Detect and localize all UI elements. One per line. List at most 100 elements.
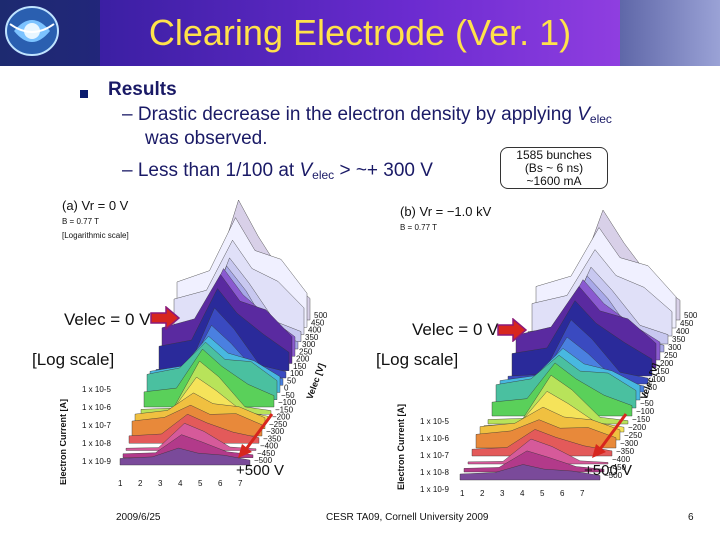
panel-label: (b) Vr = −1.0 kV [400,204,492,219]
bullet-line-2: – Less than 1/100 at Velec > ~+ 300 V [122,160,433,182]
waterfall-slice [125,423,257,451]
title-band [100,0,620,66]
z-tick-label: 150 [656,367,670,376]
bullet-2-var: V [299,160,313,181]
z-tick-label: −500 [604,471,623,480]
right-arrow-icon [150,306,180,330]
kek-logo-icon [5,6,59,56]
z-tick-label: 200 [296,355,310,364]
z-tick-label: 100 [290,369,304,378]
z-tick-label: −400 [612,455,631,464]
bullet-1-var: V [577,104,590,125]
chart-a: (a) Vr = 0 V B = 0.77 T [Logarithmic scale… [60,198,328,488]
waterfall-slice [471,429,613,457]
x-tick-label: 5 [540,489,545,498]
scale-label: [Logarithmic scale] [62,231,129,240]
waterfall-slice [463,450,605,473]
x-tick-label: 3 [158,479,163,488]
z-tick-label: 400 [308,326,322,335]
x-tick-label: 1 [118,479,123,488]
z-tick-label: −300 [266,427,285,436]
z-tick-label: −400 [260,442,279,451]
z-tick-label: −50 [640,399,654,408]
z-tick-label: −450 [608,463,627,472]
waterfall-slice [122,434,254,458]
z-tick-label: −150 [275,405,294,414]
y-tick-label: 1 x 10-8 [82,439,111,448]
z-tick-label: 200 [660,359,674,368]
z-tick-label: 50 [648,383,657,392]
z-tick-label: 500 [314,311,328,320]
z-tick-label: −200 [628,423,647,432]
z-tick-label: 0 [284,384,289,393]
x-tick-label: 2 [480,489,485,498]
y-tick-label: 1 x 10-6 [420,434,449,443]
x-tick-label: 5 [198,479,203,488]
x-tick-label: 6 [218,479,223,488]
z-tick-label: −350 [616,447,635,456]
y-tick-label: 1 x 10-7 [82,421,111,430]
z-tick-label: −500 [254,456,273,465]
z-tick-label: 450 [311,318,325,327]
y-axis-label: Electron Current [A] [396,404,406,490]
z-tick-label: −50 [281,391,295,400]
z-tick-label: 300 [668,343,682,352]
y-axis-label: Electron Current [A] [60,399,68,485]
bullet-2-suffix: > ~+ 300 V [334,160,433,181]
down-left-arrow-icon [238,413,274,458]
z-tick-label: −200 [272,413,291,422]
z-tick-label: −350 [263,434,282,443]
z-tick-label: 250 [299,347,313,356]
log-scale-label-right: [Log scale] [376,350,459,369]
push-voltage-label-right: +500 V [584,462,632,479]
y-tick-label: 1 x 10-7 [420,451,449,460]
log-scale-label-left: [Log scale] [32,350,115,369]
right-arrow-icon [497,318,527,342]
x-tick-label: 3 [500,489,505,498]
y-tick-label: 1 x 10-6 [82,403,111,412]
bullet-marker [80,90,88,98]
down-left-arrow-icon [592,413,628,458]
z-tick-label: 400 [676,327,690,336]
title-bar-accent [620,0,720,66]
bullet-2-sub: elec [312,168,335,182]
bullet-line-1: – Drastic decrease in the electron densi… [122,104,612,126]
callout-line-2: (Bs ~ 6 ns) [524,161,584,175]
velec-zero-label-left: Velec = 0 V [64,310,151,329]
slide-title: Clearing Electrode (Ver. 1) [148,12,572,53]
bullet-line-1-cont: was observed. [145,128,268,149]
z-tick-label: 350 [305,333,319,342]
x-tick-label: 6 [560,489,565,498]
x-tick-label: 4 [520,489,525,498]
callout-line-1: 1585 bunches [516,148,592,162]
z-tick-label: −100 [278,398,297,407]
waterfall-slice [119,447,251,466]
field-label: B = 0.77 T [62,217,99,226]
waterfall-slice [467,438,609,465]
z-tick-label: 0 [644,391,649,400]
x-tick-label: 7 [238,479,243,488]
velec-zero-label-right: Velec = 0 V [412,320,499,339]
z-tick-label: 450 [680,319,694,328]
push-voltage-label-left: +500 V [236,462,284,479]
z-tick-label: −250 [269,420,288,429]
bullet-1-sub: elec [589,112,612,126]
y-tick-label: 1 x 10-9 [420,485,449,494]
page-number: 6 [688,512,694,523]
z-tick-label: −300 [620,439,639,448]
x-tick-label: 1 [460,489,465,498]
z-tick-label: 150 [293,362,307,371]
x-tick-label: 2 [138,479,143,488]
panel-label: (a) Vr = 0 V [62,198,129,213]
y-tick-label: 1 x 10-8 [420,468,449,477]
z-axis-label: Velec [V] [304,362,326,401]
z-tick-label: 350 [672,335,686,344]
y-tick-label: 1 x 10-5 [82,385,111,394]
footer-conference: CESR TA09, Cornell University 2009 [326,512,489,523]
waterfall-slice [459,464,601,481]
field-label: B = 0.77 T [400,223,437,232]
bunch-callout: 1585 bunches (Bs ~ 6 ns) ~1600 mA [500,147,608,189]
callout-line-3: ~1600 mA [526,174,582,188]
y-tick-label: 1 x 10-9 [82,457,111,466]
z-tick-label: 250 [664,351,678,360]
